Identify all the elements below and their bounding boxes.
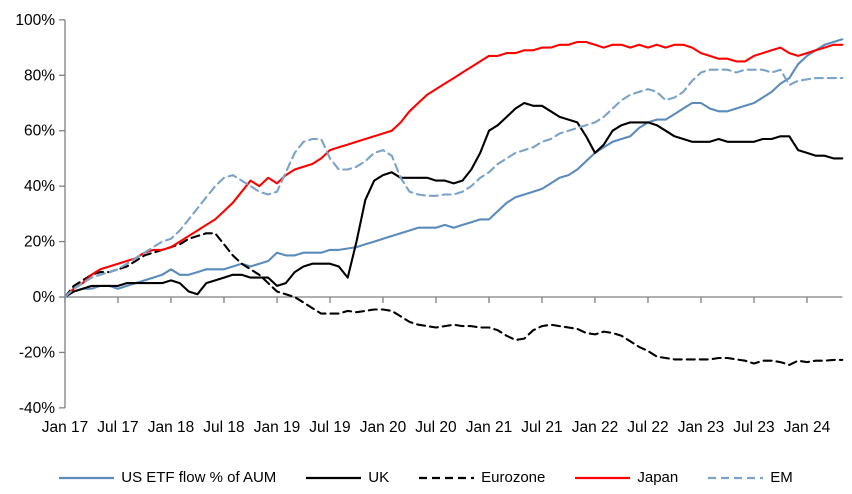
series-line-japan [63,40,844,299]
x-axis-tick-label: Jul 17 [97,419,138,436]
y-axis-tick-label: -40% [19,400,55,417]
x-axis-tick-label: Jul 21 [521,419,562,436]
x-axis-tick-label: Jan 22 [572,419,619,436]
legend-label: Japan [637,469,679,486]
y-axis-tick-label: 0% [33,289,56,306]
x-axis-tick-label: Jul 18 [203,419,244,436]
legend-item-em: EM [708,469,793,486]
series-line-em [63,68,844,299]
legend-label: US ETF flow % of AUM [121,469,277,486]
legend-line-sample [59,476,115,479]
chart-legend: US ETF flow % of AUM UK Eurozone Japan EM [0,469,852,486]
x-axis-tick-label: Jan 23 [678,419,725,436]
x-axis-tick-label: Jul 19 [309,419,350,436]
y-axis-tick-label: 20% [24,234,55,251]
y-axis-tick-label: 80% [24,67,55,84]
legend-label: UK [368,469,390,486]
x-axis-tick-label: Jul 22 [627,419,668,436]
legend-item-japan: Japan [575,469,678,486]
legend-line-sample [419,476,475,479]
series-line-eurozone [63,232,844,366]
legend-item-us-etf-flow-of-aum: US ETF flow % of AUM [59,469,276,486]
legend-item-uk: UK [306,469,389,486]
x-axis-tick-label: Jan 20 [360,419,407,436]
y-axis-tick-label: -20% [19,344,55,361]
y-axis-tick-label: 60% [24,123,55,140]
x-axis-tick-label: Jan 17 [42,419,89,436]
y-axis-tick-label: 40% [24,178,55,195]
legend-line-sample [708,476,764,479]
x-axis-tick-label: Jan 19 [254,419,301,436]
series-line-us-etf-flow-of-aum [63,38,844,299]
x-axis-tick-label: Jul 20 [415,419,457,436]
legend-line-sample [306,476,362,479]
legend-label: Eurozone [481,469,546,486]
x-axis-tick-label: Jan 18 [148,419,195,436]
y-axis-tick-label: 100% [15,12,55,29]
x-axis-tick-label: Jan 24 [784,419,831,436]
legend-line-sample [575,476,631,479]
x-axis-tick-label: Jul 23 [733,419,774,436]
legend-item-eurozone: Eurozone [419,469,545,486]
x-axis-tick-label: Jan 21 [466,419,513,436]
series-line-uk [63,101,844,299]
legend-label: EM [770,469,793,486]
